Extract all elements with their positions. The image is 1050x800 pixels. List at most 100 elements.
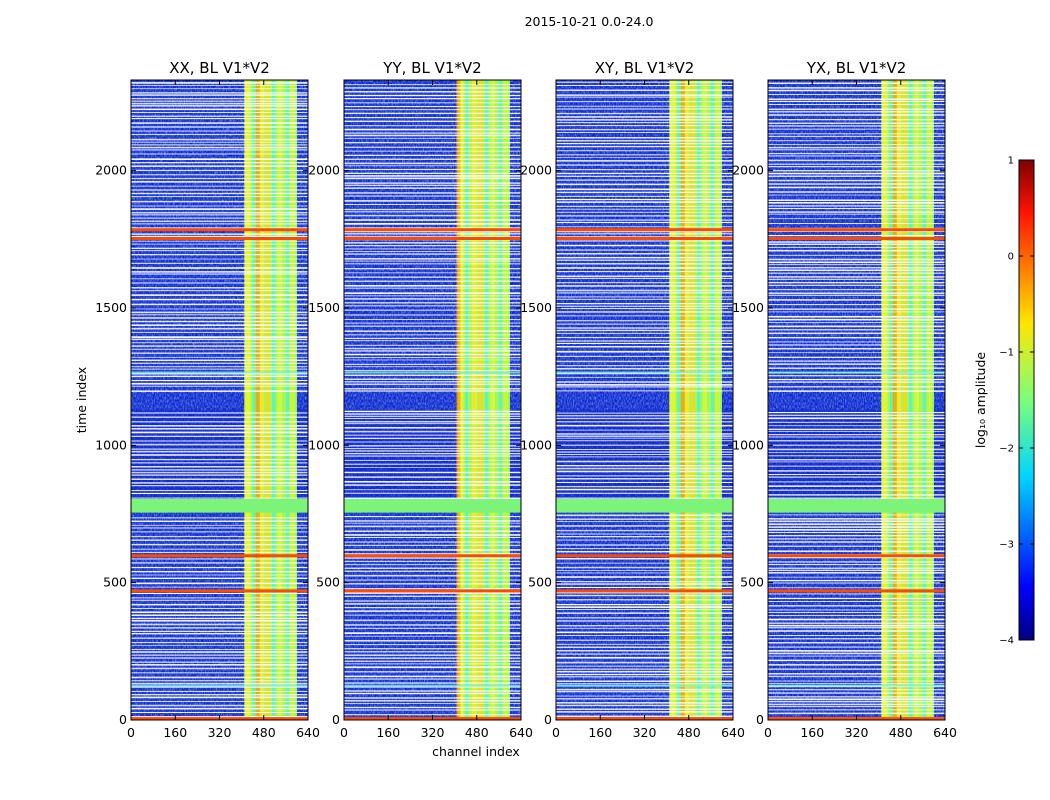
rfi-stripe (715, 80, 721, 720)
flag-row (768, 646, 945, 648)
flag-row (768, 170, 945, 172)
flag-row (344, 455, 521, 457)
flag-row (768, 146, 945, 149)
flag-row (344, 268, 521, 270)
flag-row (131, 380, 308, 382)
rfi-stripe (471, 80, 478, 720)
x-tick-label: 640 (509, 725, 533, 740)
flag-row (344, 420, 521, 423)
flag-row (768, 421, 945, 423)
flag-row (344, 520, 521, 522)
flag-row (556, 435, 733, 437)
flag-row (131, 490, 308, 492)
flag-row (131, 338, 308, 341)
flag-row (344, 233, 521, 235)
flag-row (556, 282, 733, 284)
flag-row (768, 386, 945, 388)
high-amplitude-row (556, 589, 733, 593)
y-tick-label: 500 (316, 575, 340, 590)
flag-row (344, 200, 521, 202)
y-tick-label: 0 (756, 712, 764, 727)
y-axis-label: time index (74, 367, 89, 433)
flag-row (768, 108, 945, 111)
flag-row (131, 597, 308, 599)
flag-row (768, 347, 945, 350)
flag-row (768, 135, 945, 138)
flag-row (556, 208, 733, 210)
flag-row (344, 302, 521, 304)
flag-row (344, 112, 521, 115)
rfi-stripe (909, 80, 913, 720)
flag-row (768, 111, 945, 113)
flag-row (768, 390, 945, 392)
high-amplitude-row (768, 589, 945, 593)
flag-row (344, 184, 521, 186)
flag-row (556, 226, 733, 228)
flag-row (344, 553, 521, 555)
flag-row (131, 311, 308, 314)
flag-row (131, 327, 308, 330)
flag-row (344, 574, 521, 577)
flag-row (556, 164, 733, 166)
flag-row (131, 707, 308, 710)
flag-row (344, 359, 521, 361)
flag-row (556, 345, 733, 348)
flag-row (131, 607, 308, 609)
flag-row (556, 233, 733, 235)
flag-row (768, 211, 945, 213)
flag-row (131, 94, 308, 96)
flag-row (556, 332, 733, 334)
flag-row (131, 492, 308, 494)
flag-row (344, 102, 521, 104)
flag-row (344, 445, 521, 447)
figure-suptitle: 2015-10-21 0.0-24.0 (525, 14, 654, 29)
flag-row (131, 425, 308, 427)
flag-row (556, 205, 733, 207)
flag-row (344, 158, 521, 160)
flag-row (556, 412, 733, 414)
flag-row (344, 426, 521, 429)
flag-row (344, 489, 521, 491)
flag-row (131, 88, 308, 90)
flag-row (131, 686, 308, 688)
y-tick-label: 1000 (732, 437, 764, 452)
flag-row (768, 430, 945, 432)
flagged-time-band (556, 498, 733, 513)
flag-row (344, 525, 521, 528)
panel-3: XY, BL V1*V2 0 160 320 480 640 0 500 1000 1500 200… (520, 59, 745, 740)
flag-row (556, 492, 733, 494)
flag-row (768, 635, 945, 637)
flag-row (131, 478, 308, 480)
flag-row (556, 518, 733, 520)
flag-row (768, 576, 945, 578)
flag-row (556, 551, 733, 553)
flag-row (344, 172, 521, 174)
flag-row (556, 96, 733, 98)
flag-row (768, 624, 945, 627)
flag-row (344, 644, 521, 646)
flag-row (131, 428, 308, 430)
flag-row (131, 482, 308, 484)
flag-row (344, 583, 521, 585)
flag-row (768, 375, 945, 377)
y-tick-label: 1500 (520, 300, 552, 315)
high-amplitude-row (131, 554, 308, 558)
colorbar-tick-label: −1 (999, 348, 1014, 359)
flag-row (556, 198, 733, 201)
flag-row (556, 486, 733, 488)
flag-row (131, 551, 308, 553)
flag-row (344, 706, 521, 709)
flag-row (344, 146, 521, 148)
y-tick-label: 0 (544, 712, 552, 727)
flag-row (131, 368, 308, 370)
flag-row (768, 622, 945, 624)
flag-row (556, 236, 733, 238)
flag-row (344, 413, 521, 415)
flag-row (768, 476, 945, 478)
high-amplitude-row (131, 589, 308, 593)
flag-row (131, 558, 308, 560)
flag-row (131, 214, 308, 216)
flag-row (131, 682, 308, 685)
flag-row (344, 344, 521, 346)
flag-row (556, 296, 733, 298)
